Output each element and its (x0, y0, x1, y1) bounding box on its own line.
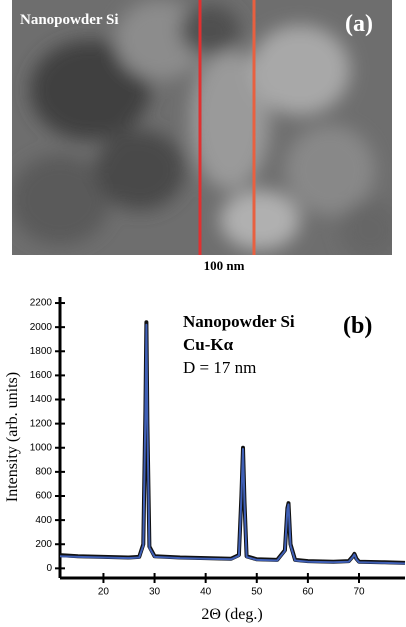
x-tick-label: 60 (302, 587, 314, 598)
x-tick-label: 30 (149, 587, 161, 598)
y-tick-label: 1000 (30, 442, 53, 453)
x-tick-label: 20 (98, 587, 110, 598)
scale-bar-label: 100 nm (204, 258, 245, 273)
y-tick-label: 400 (35, 515, 52, 526)
panel-a-label: Nanopowder Si (20, 12, 119, 28)
y-tick-label: 1400 (30, 394, 53, 405)
panel-b-tag: (b) (343, 313, 372, 339)
x-tick-label: 40 (200, 587, 212, 598)
x-tick-label: 70 (353, 587, 365, 598)
annotation: Nanopowder Si (183, 312, 295, 331)
annotation: Cu-Kα (183, 335, 234, 354)
y-axis-label: Intensity (arb. units) (4, 372, 21, 502)
y-tick-label: 1600 (30, 370, 53, 381)
y-tick-label: 1800 (30, 346, 53, 357)
x-tick-label: 50 (251, 587, 263, 598)
y-tick-label: 2200 (30, 298, 53, 309)
y-tick-label: 800 (35, 467, 52, 478)
y-tick-label: 2000 (30, 322, 53, 333)
data-line (59, 323, 406, 565)
y-tick-label: 1200 (30, 418, 53, 429)
y-tick-label: 0 (46, 563, 52, 574)
sem-image: Nanopowder Si (a) (12, 0, 392, 255)
annotation: D = 17 nm (183, 358, 256, 377)
y-tick-label: 200 (35, 539, 52, 550)
x-axis-label: 2Θ (deg.) (201, 606, 262, 623)
panel-a-tag: (a) (345, 11, 373, 37)
y-tick-label: 600 (35, 491, 52, 502)
